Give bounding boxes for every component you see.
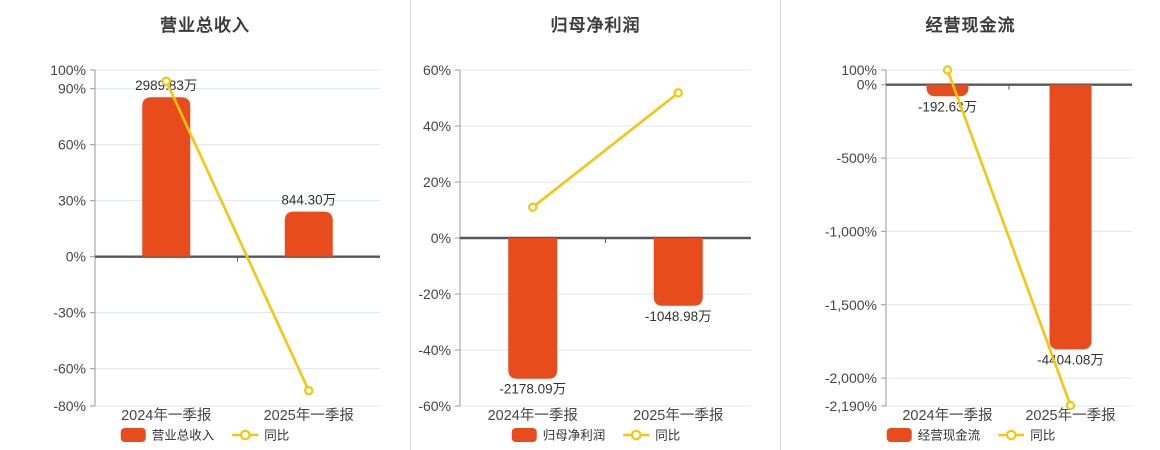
yoy-line[interactable] — [531, 91, 680, 209]
y-axis-tick-label: -60% — [53, 361, 86, 377]
yoy-line-marker[interactable] — [942, 65, 953, 75]
y-axis-tick-label: 20% — [423, 174, 451, 190]
chart-title: 营业总收入 — [160, 16, 250, 35]
y-axis-tick-label: 60% — [423, 62, 451, 78]
bar-value-label: -4404.08万 — [1037, 352, 1104, 367]
y-axis-tick-label: -80% — [53, 398, 86, 414]
bar[interactable] — [284, 211, 333, 257]
x-category-label: 2025年一季报 — [264, 407, 354, 424]
legend-line-marker-dot[interactable] — [1005, 429, 1017, 441]
yoy-line-marker[interactable] — [1065, 400, 1076, 411]
yoy-line-marker[interactable] — [161, 76, 171, 86]
legend-bar-swatch[interactable] — [886, 428, 912, 442]
legend-line-label[interactable]: 同比 — [655, 429, 680, 443]
legend-line-marker-dot[interactable] — [630, 429, 642, 441]
y-axis-tick-label: -1,500% — [825, 297, 877, 313]
chart-canvas: 100%90%60%30%0%-30%-60%-80%2989.83万844.3… — [50, 62, 380, 443]
y-axis-tick-label: 60% — [58, 137, 86, 153]
bar-value-label: -192.63万 — [918, 99, 977, 114]
y-axis-tick-label: 0% — [857, 77, 877, 93]
yoy-line[interactable] — [165, 80, 310, 392]
x-category-label: 2024年一季报 — [121, 407, 211, 424]
y-axis-tick-label: -1,000% — [825, 223, 877, 239]
yoy-line-marker[interactable] — [673, 88, 683, 98]
y-axis-tick-label: -500% — [837, 150, 877, 166]
yoy-line[interactable] — [946, 69, 1072, 406]
y-axis-tick-label: 100% — [50, 62, 86, 78]
legend-bar-swatch[interactable] — [120, 428, 146, 442]
y-axis-tick-label: -40% — [418, 342, 451, 358]
x-category-label: 2025年一季报 — [1025, 407, 1115, 424]
chart-panel-net-profit: 归母净利润 60% 40% 20% 0% -20% -40% -60% -2178.09万 -1… — [410, 0, 780, 450]
bar[interactable] — [653, 238, 703, 306]
legend-line-label[interactable]: 同比 — [1030, 429, 1055, 443]
bar[interactable] — [1049, 84, 1092, 350]
x-category-label: 2025年一季报 — [633, 407, 723, 424]
legend-line-marker-dot[interactable] — [239, 429, 251, 441]
y-axis-tick-label: -30% — [53, 305, 86, 321]
y-axis-tick-label: 40% — [423, 118, 451, 134]
chart-panel-revenue: 营业总收入 100%90%60%30%0%-30%-60%-80%2989.83… — [0, 0, 410, 450]
y-axis-tick-label: -2,190% — [825, 398, 877, 414]
yoy-line-marker[interactable] — [304, 385, 314, 396]
y-axis-tick-label: 90% — [58, 81, 86, 97]
legend-bar-label[interactable]: 归母净利润 — [543, 429, 606, 443]
chart-panel-cash-flow: 经营现金流 100% 0% -500% -1,000% -1,500% -2,000% -2… — [780, 0, 1160, 450]
y-axis-tick-label: -20% — [418, 286, 451, 302]
x-category-label: 2024年一季报 — [902, 407, 992, 424]
yoy-line-marker[interactable] — [528, 202, 538, 212]
y-axis-tick-label: 100% — [841, 62, 877, 78]
y-axis-tick-label: -2,000% — [825, 370, 877, 386]
bar[interactable] — [926, 84, 969, 97]
x-category-label: 2024年一季报 — [488, 407, 578, 424]
chart-title: 归母净利润 — [550, 16, 641, 35]
y-axis-tick-label: 30% — [58, 193, 86, 209]
bar-value-label: 844.30万 — [281, 193, 336, 208]
y-axis-tick-label: 0% — [66, 249, 86, 265]
legend-bar-label[interactable]: 经营现金流 — [918, 428, 981, 443]
chart-title: 经营现金流 — [925, 16, 1016, 35]
chart-canvas: 100%0% -500% -1,000% -1,500% -2,000% -2,190% -… — [825, 62, 1132, 443]
legend-bar-label[interactable]: 营业总收入 — [152, 429, 215, 443]
bar[interactable] — [142, 97, 191, 257]
legend-bar-swatch[interactable] — [511, 428, 537, 442]
y-axis-tick-label: 0% — [431, 230, 451, 246]
y-axis-tick-label: -60% — [418, 398, 451, 414]
legend-line-label[interactable]: 同比 — [264, 429, 289, 443]
bar-value-label: -2178.09万 — [499, 382, 566, 397]
bar-value-label: -1048.98万 — [645, 309, 712, 324]
chart-canvas: 60% 40% 20% 0% -20% -40% -60% -2178.09万 -1048.98… — [418, 62, 751, 443]
bar[interactable] — [508, 238, 558, 379]
